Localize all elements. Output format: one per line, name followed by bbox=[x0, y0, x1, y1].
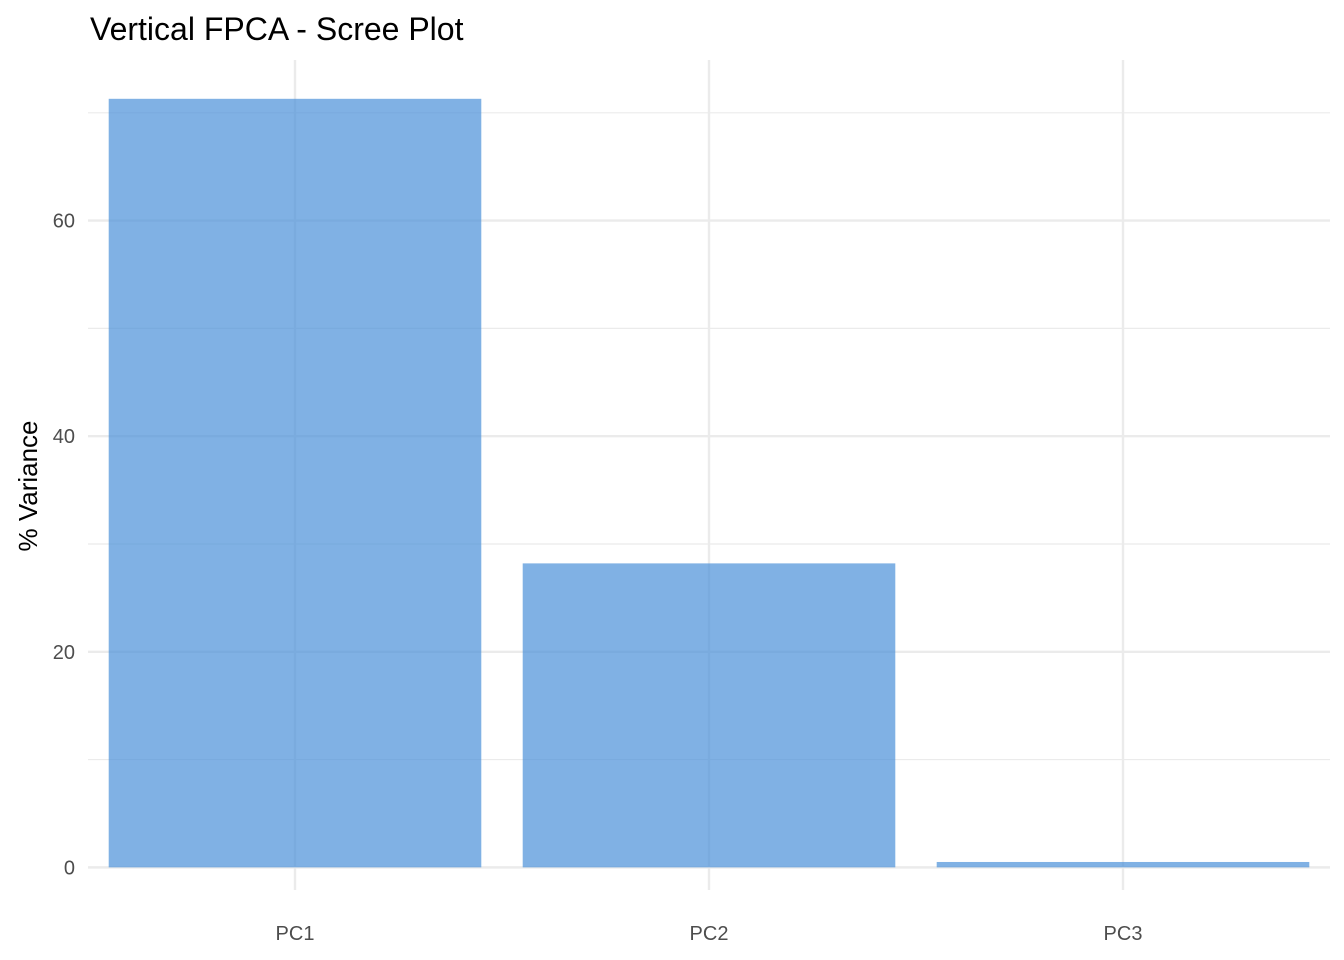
bar-pc3 bbox=[936, 861, 1310, 868]
x-tick-labels: PC1 PC2 PC3 bbox=[276, 923, 1143, 945]
bars-group bbox=[108, 98, 1310, 868]
chart-title: Vertical FPCA - Scree Plot bbox=[90, 11, 464, 47]
y-tick-label: 20 bbox=[53, 642, 75, 664]
y-tick-label: 0 bbox=[64, 857, 75, 879]
y-tick-label: 60 bbox=[53, 211, 75, 233]
x-tick-label: PC1 bbox=[276, 923, 315, 945]
y-tick-labels: 0 20 40 60 bbox=[53, 211, 75, 880]
y-axis-title: % Variance bbox=[13, 420, 43, 551]
x-tick-label: PC2 bbox=[690, 923, 729, 945]
y-tick-label: 40 bbox=[53, 426, 75, 448]
bar-pc2 bbox=[522, 563, 896, 868]
bar-pc1 bbox=[108, 98, 482, 868]
x-tick-label: PC3 bbox=[1104, 923, 1143, 945]
